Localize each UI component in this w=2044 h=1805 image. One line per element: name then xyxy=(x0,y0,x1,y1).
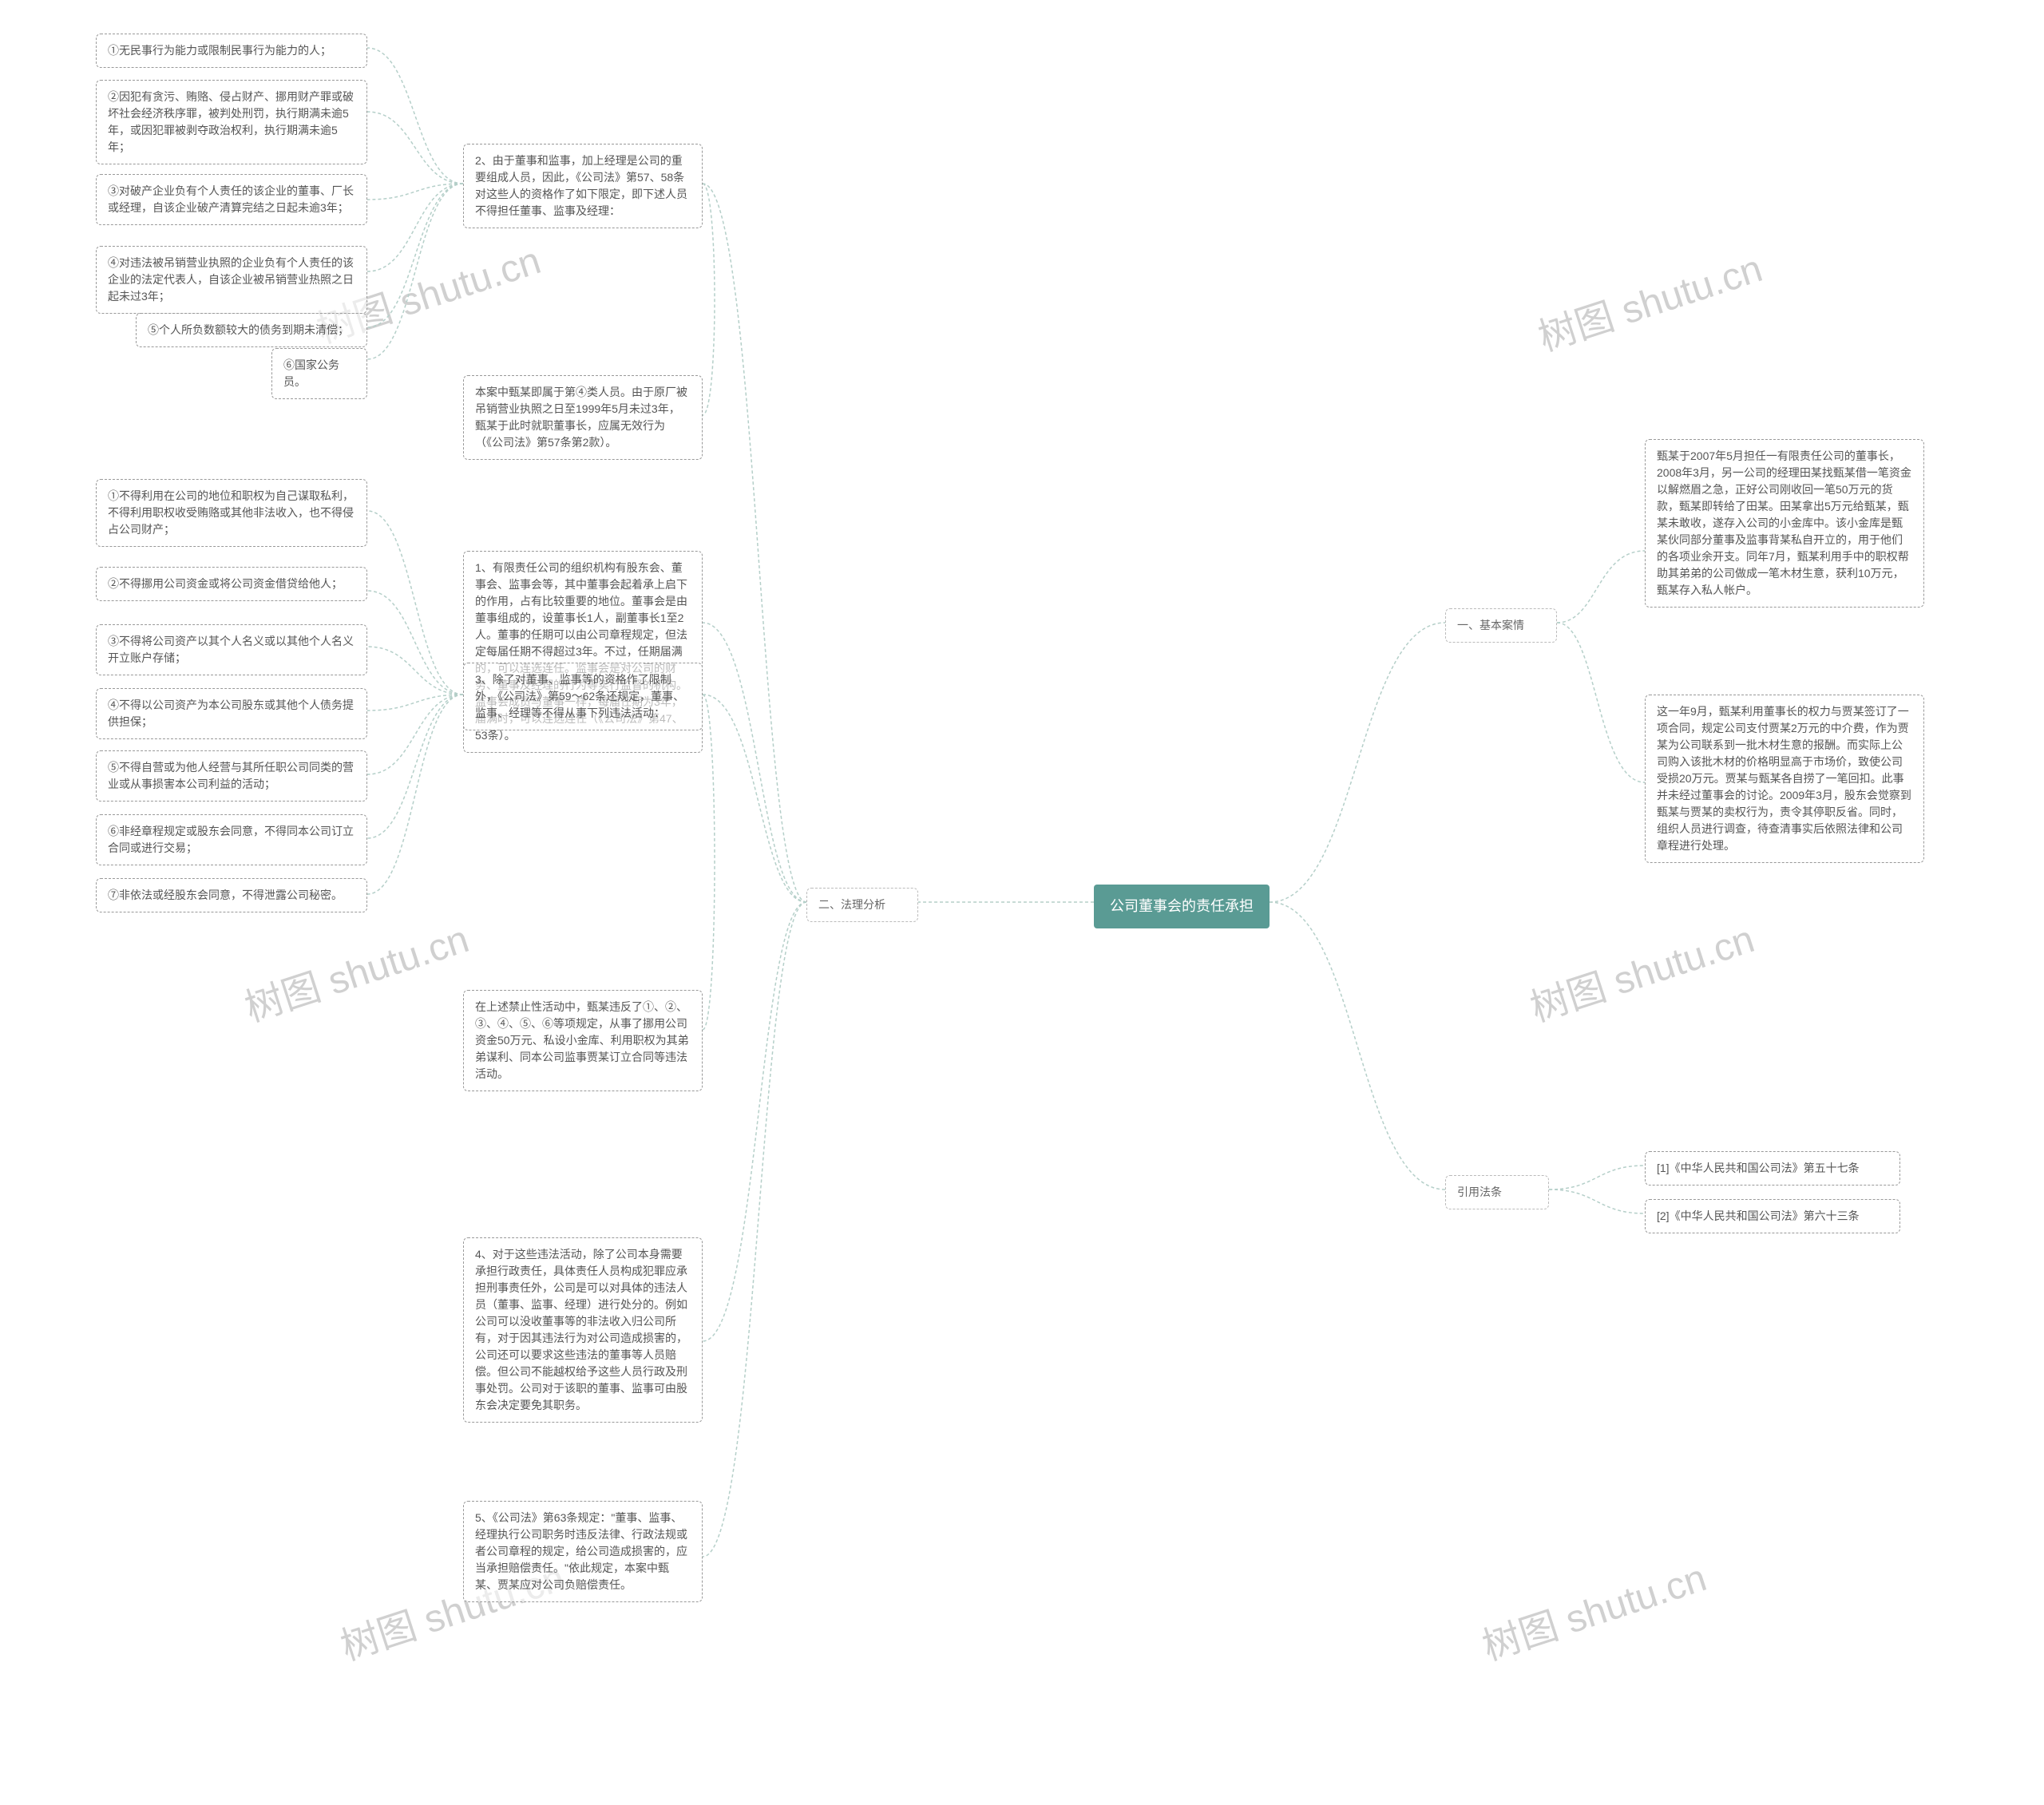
watermark: 树图 shutu.cn xyxy=(1530,237,1768,362)
analysis-n3-sub4: ④不得以公司资产为本公司股东或其他个人债务提供担保； xyxy=(96,688,367,739)
basic-p1: 甄某于2007年5月担任一有限责任公司的董事长，2008年3月，另一公司的经理田… xyxy=(1645,439,1924,608)
analysis-n3-sub6: ⑥非经章程规定或股东会同意，不得同本公司订立合同或进行交易； xyxy=(96,814,367,865)
analysis-n3-sub5: ⑤不得自营或为他人经营与其所任职公司同类的营业或从事损害本公司利益的活动； xyxy=(96,750,367,802)
analysis-n5: 5、《公司法》第63条规定："董事、监事、经理执行公司职务时违反法律、行政法规或… xyxy=(463,1501,703,1602)
analysis-n3-sub7: ⑦非依法或经股东会同意，不得泄露公司秘密。 xyxy=(96,878,367,912)
analysis-n3-note: 在上述禁止性活动中，甄某违反了①、②、③、④、⑤、⑥等项规定，从事了挪用公司资金… xyxy=(463,990,703,1091)
analysis-n3: 3、除了对董事、监事等的资格作了限制外，《公司法》第59～62条还规定，董事、监… xyxy=(463,663,703,730)
analysis-n2-sub1: ①无民事行为能力或限制民事行为能力的人； xyxy=(96,34,367,68)
analysis-n2-note: 本案中甄某即属于第④类人员。由于原厂被吊销营业执照之日至1999年5月未过3年，… xyxy=(463,375,703,460)
watermark: 树图 shutu.cn xyxy=(236,908,474,1032)
analysis-n3-sub3: ③不得将公司资产以其个人名义或以其他个人名义开立账户存储； xyxy=(96,624,367,675)
watermark: 树图 shutu.cn xyxy=(1474,1546,1712,1671)
analysis-n4: 4、对于这些违法活动，除了公司本身需要承担行政责任，具体责任人员构成犯罪应承担刑… xyxy=(463,1237,703,1423)
root-node: 公司董事会的责任承担 xyxy=(1094,885,1270,928)
analysis-n2-sub2: ②因犯有贪污、贿赂、侵占财产、挪用财产罪或破坏社会经济秩序罪，被判处刑罚，执行期… xyxy=(96,80,367,164)
section-basic: 一、基本案情 xyxy=(1445,608,1557,643)
watermark: 树图 shutu.cn xyxy=(1522,908,1760,1032)
analysis-n2-sub5: ⑤个人所负数额较大的债务到期未清偿； xyxy=(136,313,367,347)
section-law: 引用法条 xyxy=(1445,1175,1549,1209)
analysis-n3-sub2: ②不得挪用公司资金或将公司资金借贷给他人； xyxy=(96,567,367,601)
analysis-n2-sub6: ⑥国家公务员。 xyxy=(271,348,367,399)
section-analysis: 二、法理分析 xyxy=(806,888,918,922)
law-ref1: [1]《中华人民共和国公司法》第五十七条 xyxy=(1645,1151,1900,1186)
analysis-n2-sub3: ③对破产企业负有个人责任的该企业的董事、厂长或经理，自该企业破产清算完结之日起未… xyxy=(96,174,367,225)
law-ref2: [2]《中华人民共和国公司法》第六十三条 xyxy=(1645,1199,1900,1233)
basic-p2: 这一年9月，甄某利用董事长的权力与贾某签订了一项合同，规定公司支付贾某2万元的中… xyxy=(1645,695,1924,863)
analysis-n2-sub4: ④对违法被吊销营业执照的企业负有个人责任的该企业的法定代表人，自该企业被吊销营业… xyxy=(96,246,367,314)
analysis-n2: 2、由于董事和监事，加上经理是公司的重要组成人员，因此，《公司法》第57、58条… xyxy=(463,144,703,228)
analysis-n3-sub1: ①不得利用在公司的地位和职权为自己谋取私利，不得利用职权收受贿赂或其他非法收入，… xyxy=(96,479,367,547)
